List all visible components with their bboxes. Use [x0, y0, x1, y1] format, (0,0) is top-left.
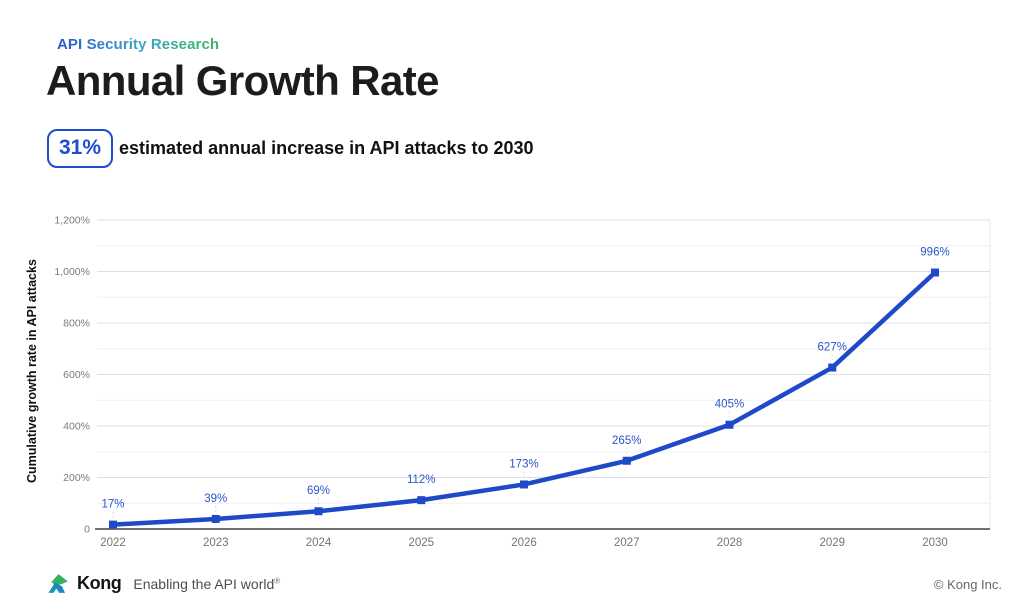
- data-point-marker: [931, 268, 939, 277]
- x-axis-tick-label: 2026: [511, 537, 537, 549]
- data-point-label: 69%: [307, 485, 330, 497]
- data-point-marker: [725, 420, 734, 429]
- registered-mark: ®: [274, 575, 281, 585]
- x-axis-tick-label: 2024: [306, 537, 332, 549]
- brand-tagline: Enabling the API world®: [133, 576, 280, 592]
- data-point-label: 17%: [101, 499, 124, 511]
- y-axis-tick-label: 1,000%: [54, 266, 90, 278]
- y-axis-tick-label: 800%: [63, 318, 90, 330]
- brand-wordmark: Kong: [77, 573, 122, 593]
- x-axis-tick-label: 2029: [819, 537, 845, 549]
- growth-line-chart: 0 200% 400% 600% 800% 1,000% 1,200% 2022 2023 202…: [54, 215, 991, 549]
- x-axis-tick-label: 2028: [717, 537, 743, 549]
- copyright-notice: © Kong Inc.: [933, 577, 1002, 592]
- stat-subtitle: estimated annual increase in API attacks…: [119, 138, 534, 158]
- data-point-marker: [109, 520, 117, 529]
- footer-brand-lockup: Kong Enabling the API world®: [47, 572, 280, 595]
- y-axis-tick-label: 1,200%: [54, 215, 90, 227]
- data-point-label: 996%: [920, 247, 949, 259]
- data-point-marker: [828, 363, 837, 372]
- stat-badge: 31%: [47, 129, 114, 168]
- x-axis-tick-label: 2025: [408, 537, 434, 549]
- data-point-marker: [520, 480, 528, 489]
- data-point-marker: [211, 514, 220, 523]
- stat-row: 31% estimated annual increase in API att…: [47, 129, 534, 168]
- data-point-marker: [622, 456, 631, 465]
- y-axis-tick-label: 400%: [63, 421, 90, 433]
- x-axis-tick-label: 2027: [614, 537, 640, 549]
- data-point-label: 405%: [715, 399, 744, 411]
- data-point-label: 265%: [612, 435, 641, 447]
- y-axis-tick-label: 0: [84, 524, 90, 536]
- data-point-label: 173%: [509, 458, 538, 470]
- data-point-label: 627%: [818, 342, 847, 354]
- brand-tagline-text: Enabling the API world: [133, 575, 275, 592]
- x-axis-tick-label: 2022: [100, 537, 126, 549]
- data-point-label: 39%: [204, 493, 227, 505]
- data-point-marker: [314, 507, 323, 516]
- eyebrow-label: API Security Research: [57, 36, 220, 53]
- data-point-label: 112%: [407, 474, 436, 486]
- x-axis-tick-label: 2030: [922, 537, 948, 549]
- data-point-marker: [417, 496, 426, 505]
- y-axis-tick-label: 600%: [63, 369, 90, 381]
- x-axis-tick-label: 2023: [203, 537, 229, 549]
- y-axis-tick-label: 200%: [63, 472, 90, 484]
- page-title: Annual Growth Rate: [46, 57, 439, 104]
- kong-gorilla-logo-icon: [48, 574, 68, 593]
